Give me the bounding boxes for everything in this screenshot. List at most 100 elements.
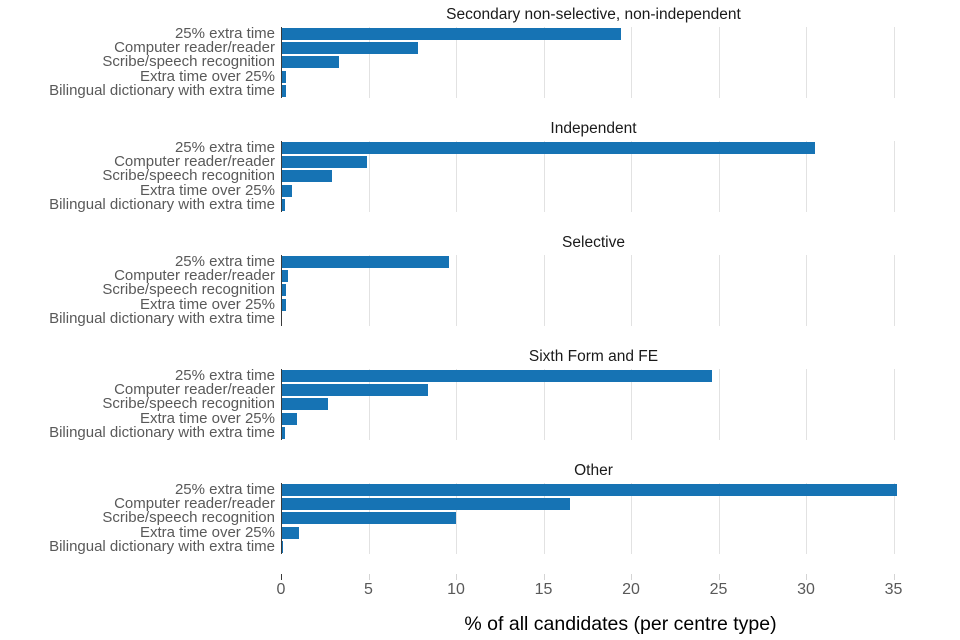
category-label: Scribe/speech recognition [102,53,275,71]
x-tick-mark [631,574,632,580]
gridline [456,141,457,212]
bar-row: Computer reader/reader [0,39,960,57]
bar [281,70,287,83]
gridline [631,27,632,98]
panel-title: Other [574,462,613,479]
category-label: Computer reader/reader [114,381,275,399]
gridline [456,255,457,326]
gridline [893,141,895,212]
gridline [718,255,720,326]
y-axis-line [281,483,283,554]
bar [281,284,287,297]
bar [281,298,287,311]
category-label: 25% extra time [174,25,275,43]
category-label: Extra time over 25% [139,67,275,85]
x-tick-label: 35 [884,581,903,598]
panel-plot-area: 25% extra time Computer reader/reader Scri… [0,481,960,554]
category-label: Computer reader/reader [114,39,275,57]
x-tick-mark [456,574,457,580]
gridline [631,369,632,440]
bar-row: Computer reader/reader [0,268,960,283]
bar [281,270,288,283]
bar [281,156,367,169]
category-label: 25% extra time [174,367,275,385]
bar [281,484,897,497]
bar [281,426,285,439]
bar-row: Scribe/speech recognition [0,282,960,297]
bar-row: 25% extra time [0,481,960,499]
panel-title: Independent [550,120,637,137]
chart-panel: Secondary non-selective, non-independent… [0,4,960,98]
x-tick-label: 10 [447,581,465,598]
y-axis-line [281,369,283,440]
gridline [806,369,807,440]
gridline [893,483,895,554]
chart-panel: Independent 25% extra time Computer reader… [0,118,960,212]
gridline [806,141,807,212]
panel-title: Secondary non-selective, non-independent [446,6,741,23]
x-tick-label: 15 [534,581,553,598]
x-tick-mark [893,574,895,580]
gridline [718,483,720,554]
bar [281,526,299,539]
gridline [543,27,545,98]
gridline [806,255,807,326]
x-tick-mark [806,574,807,580]
bar-row: Extra time over 25% [0,67,960,85]
bar-row: 25% extra time [0,367,960,385]
bar [281,198,285,211]
category-label: Scribe/speech recognition [102,167,275,185]
bar-row: 25% extra time [0,25,960,43]
category-label: Extra time over 25% [139,295,275,313]
bar [281,498,570,511]
bar-row: Extra time over 25% [0,411,960,426]
gridline [368,255,370,326]
bar [281,42,418,55]
x-tick-mark [543,574,545,580]
y-axis-line [281,27,283,98]
bar-row: Extra time over 25% [0,295,960,313]
y-axis-line [281,255,283,326]
bar [281,370,712,383]
panel-title: Sixth Form and FE [528,348,659,365]
bar [281,398,329,411]
gridline [893,369,895,440]
gridline [806,483,807,554]
bar-row: Scribe/speech recognition [0,53,960,71]
bar [281,256,449,269]
y-axis-line [281,141,283,212]
category-label: Bilingual dictionary with extra time [49,195,275,213]
category-label: Bilingual dictionary with extra time [49,423,275,441]
chart-panel: Other 25% extra time Computer reader/reade… [0,460,960,554]
gridline [718,141,720,212]
x-tick-label: 20 [622,581,640,598]
category-label: 25% extra time [174,253,275,271]
bar [281,56,339,69]
bar-row: 25% extra time [0,253,960,271]
category-label: Computer reader/reader [114,495,275,513]
category-label: 25% extra time [174,139,275,157]
category-label: Computer reader/reader [114,153,275,171]
x-tick-label: 25 [709,581,728,598]
gridline [631,255,632,326]
gridline [456,369,457,440]
panel-plot-area: 25% extra time Computer reader/reader Scri… [0,139,960,213]
gridline [806,27,807,98]
category-label: Extra time over 25% [139,181,275,199]
x-tick-mark [718,574,720,580]
x-tick-mark [368,574,370,580]
bar [281,384,428,397]
chart-panel: Sixth Form and FE 25% extra time Computer … [0,346,960,440]
bar [281,170,332,183]
bar [281,412,297,425]
bar-row: Bilingual dictionary with extra time [0,195,960,213]
category-label: 25% extra time [174,481,275,499]
bar-row: Extra time over 25% [0,525,960,540]
category-label: Bilingual dictionary with extra time [49,309,275,327]
category-label: Scribe/speech recognition [102,509,275,527]
gridline [368,369,370,440]
bar-row: 25% extra time [0,139,960,157]
x-tick-label: 5 [364,581,373,598]
gridline [718,27,720,98]
